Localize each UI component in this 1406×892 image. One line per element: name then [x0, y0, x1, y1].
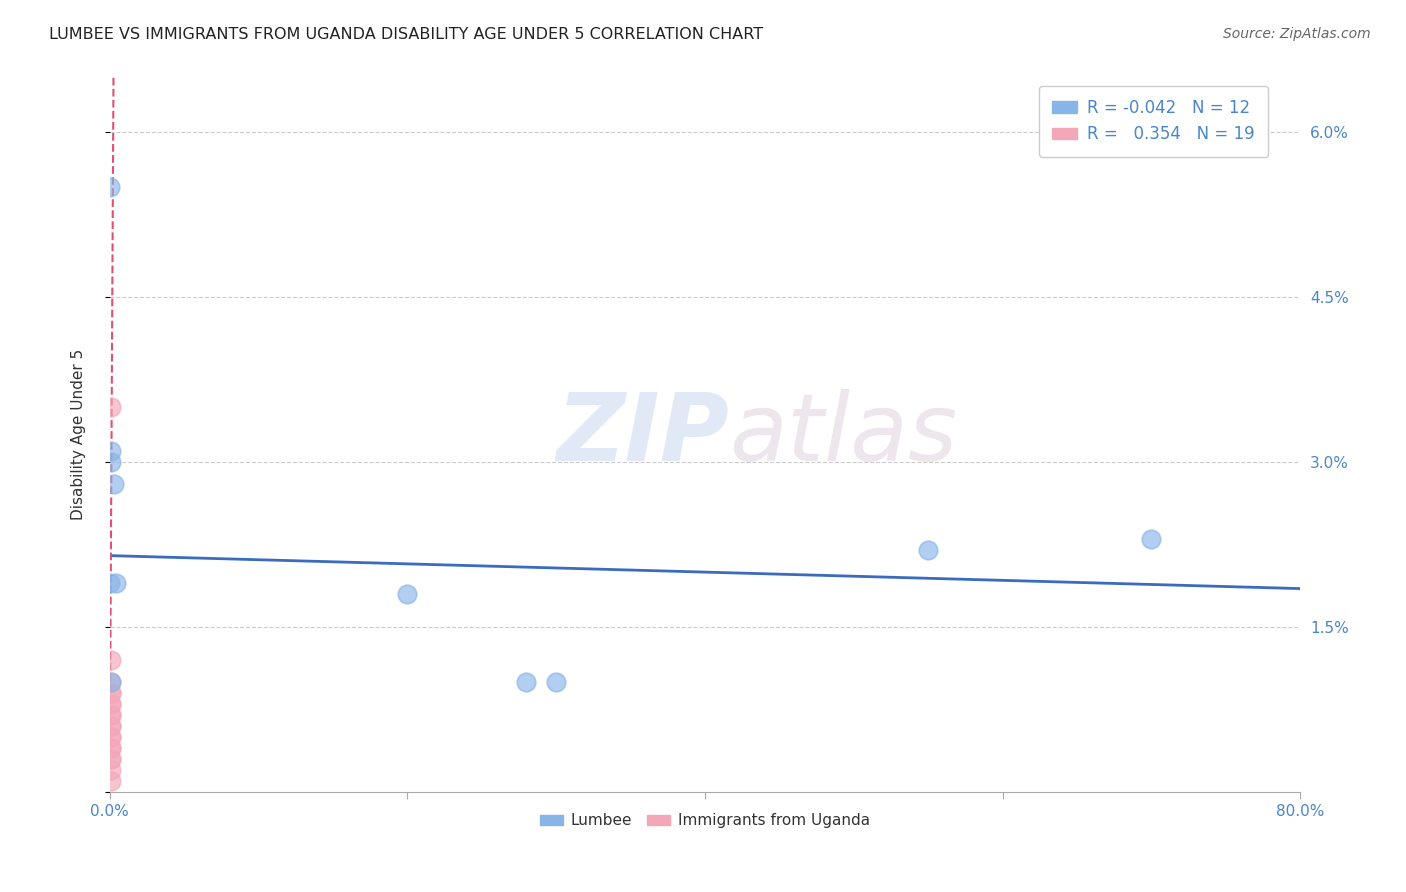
Point: [100, 675, 122, 690]
Text: LUMBEE VS IMMIGRANTS FROM UGANDA DISABILITY AGE UNDER 5 CORRELATION CHART: LUMBEE VS IMMIGRANTS FROM UGANDA DISABIL…: [49, 27, 763, 42]
Point: [100, 697, 122, 711]
Point: [100, 730, 122, 744]
Text: atlas: atlas: [728, 389, 957, 480]
Point: [98, 576, 121, 591]
Point: [100, 752, 122, 766]
Point: [98, 180, 121, 194]
Point: [917, 543, 939, 558]
Point: [515, 675, 537, 690]
Point: [100, 444, 122, 458]
Point: [100, 708, 122, 723]
Point: [104, 576, 127, 591]
Point: [100, 401, 122, 415]
Point: [100, 774, 122, 789]
Point: [546, 675, 568, 690]
Point: [396, 587, 419, 601]
Point: [100, 653, 122, 667]
Point: [100, 752, 122, 766]
Point: [1140, 532, 1163, 546]
Point: [100, 455, 122, 469]
Point: [100, 763, 122, 777]
Point: [100, 686, 122, 700]
Point: [100, 686, 122, 700]
Text: Source: ZipAtlas.com: Source: ZipAtlas.com: [1223, 27, 1371, 41]
Point: [100, 741, 122, 756]
Y-axis label: Disability Age Under 5: Disability Age Under 5: [72, 349, 86, 520]
Point: [100, 719, 122, 733]
Point: [100, 675, 122, 690]
Point: [100, 730, 122, 744]
Point: [100, 697, 122, 711]
Point: [100, 719, 122, 733]
Text: ZIP: ZIP: [555, 389, 728, 481]
Point: [103, 477, 125, 491]
Point: [100, 741, 122, 756]
Point: [100, 708, 122, 723]
Legend: Lumbee, Immigrants from Uganda: Lumbee, Immigrants from Uganda: [534, 807, 876, 834]
